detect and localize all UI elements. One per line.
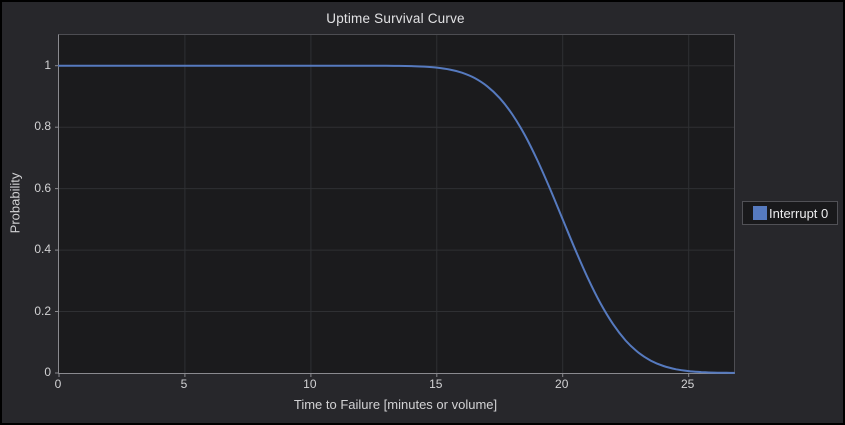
y-tick-label: 1 [44, 57, 51, 72]
y-tick-label: 0.4 [34, 242, 51, 257]
x-tick-label: 0 [54, 377, 62, 391]
legend-label: Interrupt 0 [769, 205, 829, 221]
x-tick-label: 15 [429, 377, 443, 391]
y-axis-label: Probability [7, 172, 23, 234]
y-tick-label: 0.6 [34, 180, 51, 195]
legend-swatch-icon [753, 206, 767, 220]
legend-item-interrupt-0[interactable]: Interrupt 0 [742, 201, 838, 225]
y-tick-label: 0.2 [34, 303, 51, 318]
chart-title: Uptime Survival Curve [326, 11, 465, 26]
plot-area [55, 34, 735, 377]
x-axis-label: Time to Failure [minutes or volume] [293, 397, 498, 412]
survival-curve [58, 64, 735, 374]
y-tick-label: 0 [44, 365, 51, 379]
y-tick-label: 0.8 [34, 119, 51, 134]
survival-curve-svg [55, 35, 735, 377]
x-tick-label: 5 [180, 377, 188, 391]
x-tick-label: 25 [680, 377, 695, 391]
x-tick-label: 20 [555, 377, 569, 391]
x-tick-label: 10 [303, 377, 317, 391]
